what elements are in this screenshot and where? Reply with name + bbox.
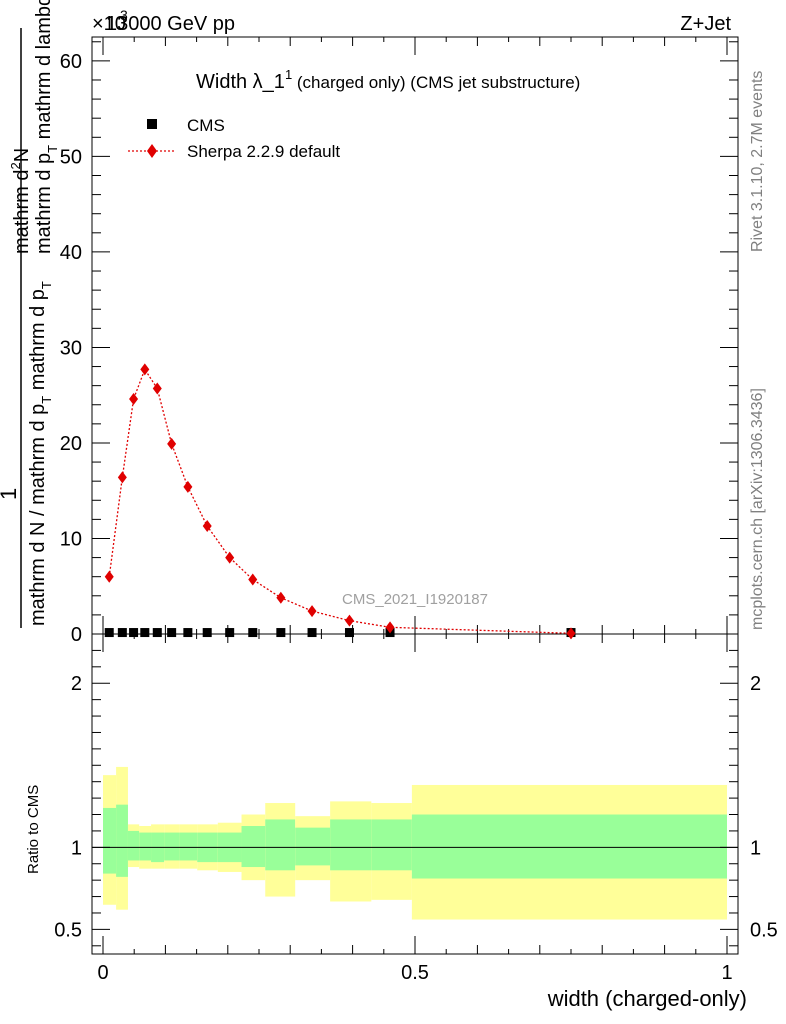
mcplots-label: mcplots.cern.ch [arXiv:1306.3436]: [749, 388, 766, 630]
cms-point-0: [104, 628, 114, 638]
svg-text:mathrm d N / mathrm d pT mathr: mathrm d N / mathrm d pT mathrm d pT: [27, 281, 54, 626]
ratio-band-inner-1: [116, 804, 128, 877]
sherpa-point-0: [104, 570, 114, 583]
legend: CMS Sherpa 2.2.9 default: [128, 116, 340, 161]
ratio-band-inner-14: [411, 814, 727, 879]
main-y-axis-label: mathrm d2N 1 mathrm d N / mathrm d pT ma…: [0, 0, 60, 628]
header-right: Z+Jet: [680, 13, 731, 35]
cms-point-10: [276, 628, 286, 638]
ratio-tick-label-left-0: 0.5: [54, 919, 82, 941]
y-tick-label-3: 30: [60, 337, 82, 359]
ratio-band-inner-10: [265, 819, 296, 871]
x-tick-label-2: 1: [721, 962, 732, 984]
header-left: 13000 GeV pp: [106, 13, 235, 35]
header-exponent: ×10: [92, 13, 126, 35]
sherpa-point-3: [140, 363, 150, 376]
ratio-band-inner-11: [295, 827, 331, 866]
ratio-y-axis-label: Ratio to CMS: [25, 785, 42, 874]
legend-marker-cms: [147, 119, 157, 129]
x-tick-label-0: 0: [97, 962, 108, 984]
ratio-band-inner-5: [164, 832, 180, 861]
ratio-band-inner-9: [241, 826, 266, 868]
y-tick-label-4: 40: [60, 242, 82, 264]
rivet-label: Rivet 3.1.10, 2.7M events: [749, 71, 766, 252]
cms-point-12: [344, 628, 354, 638]
x-tick-label-1: 0.5: [401, 962, 429, 984]
y-label-numerator-bottom: mathrm d pT mathrm d lambda: [33, 0, 60, 254]
y-tick-label-5: 50: [60, 146, 82, 168]
sherpa-point-13: [385, 621, 395, 634]
cms-point-11: [307, 628, 317, 638]
sherpa-point-7: [202, 520, 212, 533]
ratio-band-inner-6: [179, 832, 198, 861]
ratio-band-inner-0: [103, 807, 117, 874]
ratio-tick-label-right-0: 0.5: [750, 919, 778, 941]
y-tick-label-0: 0: [71, 624, 82, 646]
svg-text:1: 1: [0, 488, 21, 500]
sherpa-point-5: [167, 437, 177, 450]
chart-title: Width λ_11 (charged only) (CMS jet subst…: [196, 67, 580, 93]
analysis-label: CMS_2021_I1920187: [342, 591, 488, 608]
sherpa-point-10: [276, 591, 286, 604]
sherpa-point-4: [152, 382, 162, 395]
legend-label-sherpa: Sherpa 2.2.9 default: [187, 142, 340, 161]
sherpa-point-8: [225, 551, 235, 564]
cms-point-7: [202, 628, 212, 638]
ratio-tick-label-right-1: 1: [750, 837, 761, 859]
x-axis-label: width (charged-only): [547, 986, 747, 1011]
sherpa-point-6: [183, 480, 193, 493]
cms-point-1: [117, 628, 127, 638]
ratio-tick-label-left-2: 2: [71, 673, 82, 695]
cms-point-8: [225, 628, 235, 638]
sherpa-point-2: [129, 393, 139, 406]
ratio-band-inner-13: [371, 819, 412, 871]
cms-point-2: [129, 628, 139, 638]
sherpa-point-1: [117, 471, 127, 484]
series-layer: [104, 363, 576, 640]
cms-point-3: [140, 628, 150, 638]
ratio-bands: [92, 766, 738, 920]
sherpa-point-9: [248, 573, 258, 586]
header-exponent-power: 3: [120, 7, 128, 23]
cms-point-6: [183, 628, 193, 638]
svg-text:mathrm d2N: mathrm d2N: [8, 148, 33, 254]
y-tick-label-1: 10: [60, 528, 82, 550]
ratio-tick-label-left-1: 1: [71, 837, 82, 859]
y-tick-label-6: 60: [60, 51, 82, 73]
sherpa-point-12: [344, 614, 354, 627]
ratio-band-inner-3: [139, 832, 152, 861]
ratio-band-inner-12: [330, 819, 372, 871]
sherpa-point-11: [307, 605, 317, 618]
legend-marker-sherpa: [147, 144, 157, 158]
cms-point-9: [248, 628, 258, 638]
sherpa-point-14: [566, 627, 576, 640]
sherpa-line: [108, 367, 572, 634]
cms-point-5: [167, 628, 177, 638]
y-tick-label-2: 20: [60, 433, 82, 455]
ratio-band-inner-2: [127, 830, 140, 861]
cms-point-4: [152, 628, 162, 638]
legend-label-cms: CMS: [187, 116, 225, 135]
ratio-tick-label-right-2: 2: [750, 673, 761, 695]
